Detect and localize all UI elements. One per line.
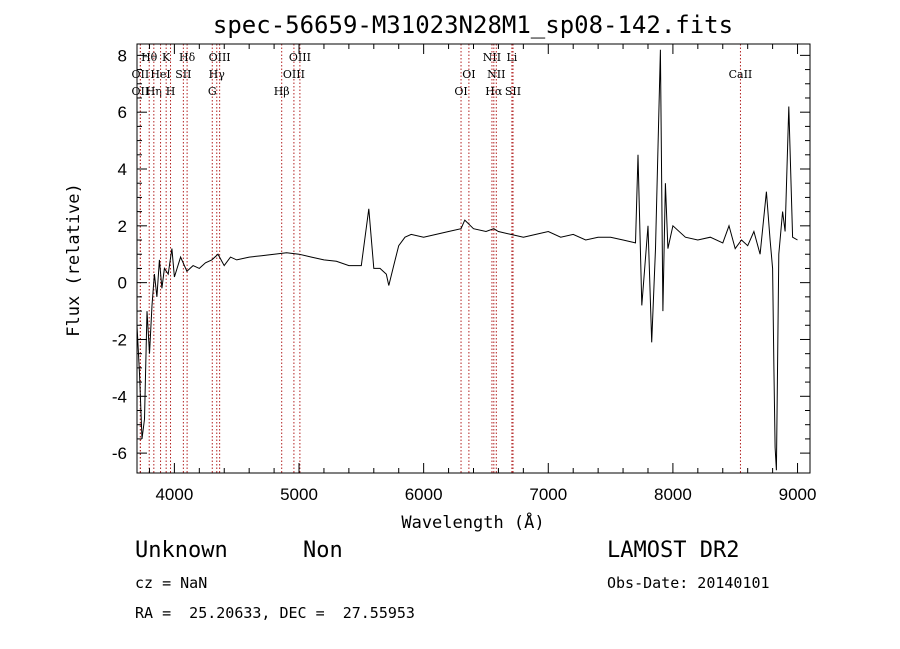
line-marker-label: Li: [506, 51, 517, 64]
class-name: Unknown: [135, 538, 228, 563]
y-tick-label: -4: [112, 387, 127, 406]
chart-title: spec-56659-M31023N28M1_sp08-142.fits: [213, 11, 733, 39]
redshift-text: cz = NaN: [135, 574, 208, 592]
y-tick-label: 0: [118, 274, 127, 293]
spectrum-series: [136, 49, 798, 471]
x-axis-label: Wavelength (Å): [401, 511, 544, 533]
line-marker-label: Hβ: [274, 85, 290, 98]
coordinates-text: RA = 25.20633, DEC = 27.55953: [135, 604, 415, 622]
line-marker-label: SII: [175, 68, 191, 81]
y-tick-label: 6: [118, 103, 127, 122]
line-marker-label: OII: [132, 68, 150, 81]
line-markers: HθOIIOIIHηHeIKHSIIHδGHγOIIIHβOIIIOIIIOIO…: [132, 44, 753, 473]
line-marker-label: Hη: [146, 85, 162, 98]
obs-date: Obs-Date: 20140101: [607, 574, 770, 592]
line-marker-label: OIII: [209, 51, 231, 64]
line-marker-label: H: [166, 85, 176, 98]
line-marker-label: CaII: [729, 68, 753, 81]
x-tick-label: 7000: [529, 485, 567, 504]
subclass: Non: [303, 538, 343, 563]
axis-ticks: 4000 5000 6000 7000 8000 9000 -6 -4 -2 0 2 4 6 8: [112, 44, 817, 504]
line-marker-label: OI: [454, 85, 467, 98]
line-marker-label: Hα: [485, 85, 503, 98]
line-marker-label: OI: [462, 68, 475, 81]
line-marker-label: G: [208, 85, 217, 98]
survey-name: LAMOST DR2: [607, 538, 740, 563]
line-marker-label: OII: [132, 85, 150, 98]
y-tick-label: -6: [112, 444, 127, 463]
line-marker-label: K: [162, 51, 171, 64]
x-tick-label: 9000: [779, 485, 817, 504]
y-tick-label: 4: [118, 160, 127, 179]
line-marker-label: SII: [505, 85, 521, 98]
plot-frame: [136, 43, 811, 474]
x-tick-label: 6000: [405, 485, 443, 504]
x-tick-label: 4000: [155, 485, 193, 504]
line-marker-label: HeI: [150, 68, 170, 81]
y-axis-label: Flux (relative): [64, 183, 84, 337]
line-marker-label: Hθ: [141, 51, 158, 64]
line-marker-label: Hγ: [209, 68, 226, 81]
x-tick-label: 8000: [654, 485, 692, 504]
y-tick-label: -2: [112, 330, 127, 349]
x-tick-label: 5000: [280, 485, 318, 504]
y-tick-label: 8: [118, 46, 127, 65]
line-marker-label: NII: [487, 68, 505, 81]
y-tick-label: 2: [118, 217, 127, 236]
line-marker-label: OIII: [283, 68, 305, 81]
line-marker-label: NII: [483, 51, 501, 64]
line-marker-label: Hδ: [179, 51, 196, 64]
spectrum-chart: spec-56659-M31023N28M1_sp08-142.fits Hθ O…: [64, 11, 817, 533]
line-marker-label: OIII: [289, 51, 311, 64]
